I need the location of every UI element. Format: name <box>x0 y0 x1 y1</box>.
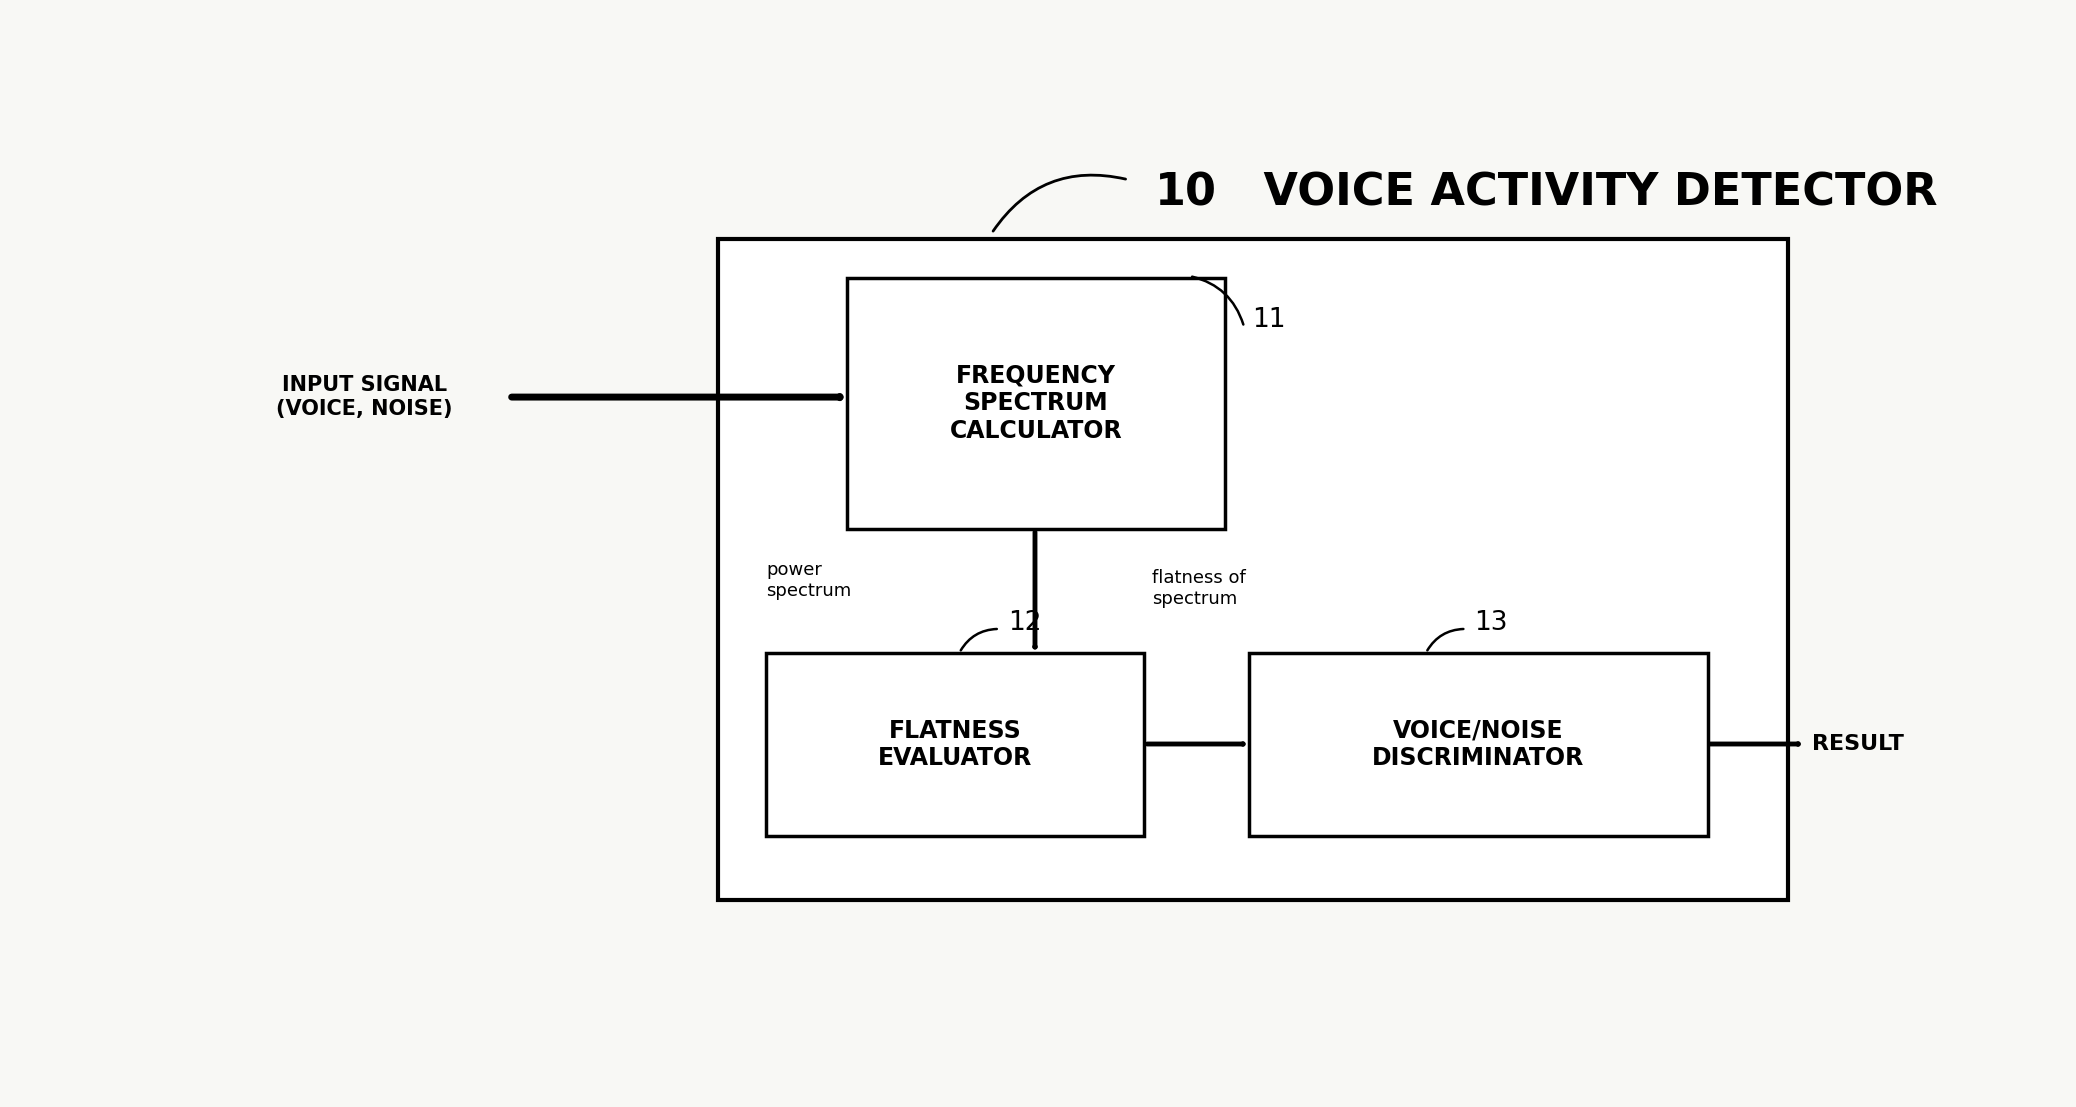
Text: 12: 12 <box>1007 610 1042 635</box>
Text: FREQUENCY
SPECTRUM
CALCULATOR: FREQUENCY SPECTRUM CALCULATOR <box>949 364 1123 443</box>
Text: INPUT SIGNAL
(VOICE, NOISE): INPUT SIGNAL (VOICE, NOISE) <box>276 375 453 418</box>
Text: FLATNESS
EVALUATOR: FLATNESS EVALUATOR <box>878 718 1032 770</box>
Bar <box>718 239 1787 900</box>
Text: VOICE ACTIVITY DETECTOR: VOICE ACTIVITY DETECTOR <box>1217 170 1937 214</box>
Text: flatness of
spectrum: flatness of spectrum <box>1152 569 1246 608</box>
Text: 11: 11 <box>1252 308 1285 333</box>
Bar <box>847 278 1225 529</box>
Text: 10: 10 <box>1154 170 1217 214</box>
Bar <box>766 653 1144 836</box>
Bar <box>1250 653 1706 836</box>
Text: power
spectrum: power spectrum <box>766 561 851 600</box>
Text: VOICE/NOISE
DISCRIMINATOR: VOICE/NOISE DISCRIMINATOR <box>1372 718 1584 770</box>
Text: RESULT: RESULT <box>1812 734 1904 754</box>
Text: 13: 13 <box>1474 610 1507 635</box>
